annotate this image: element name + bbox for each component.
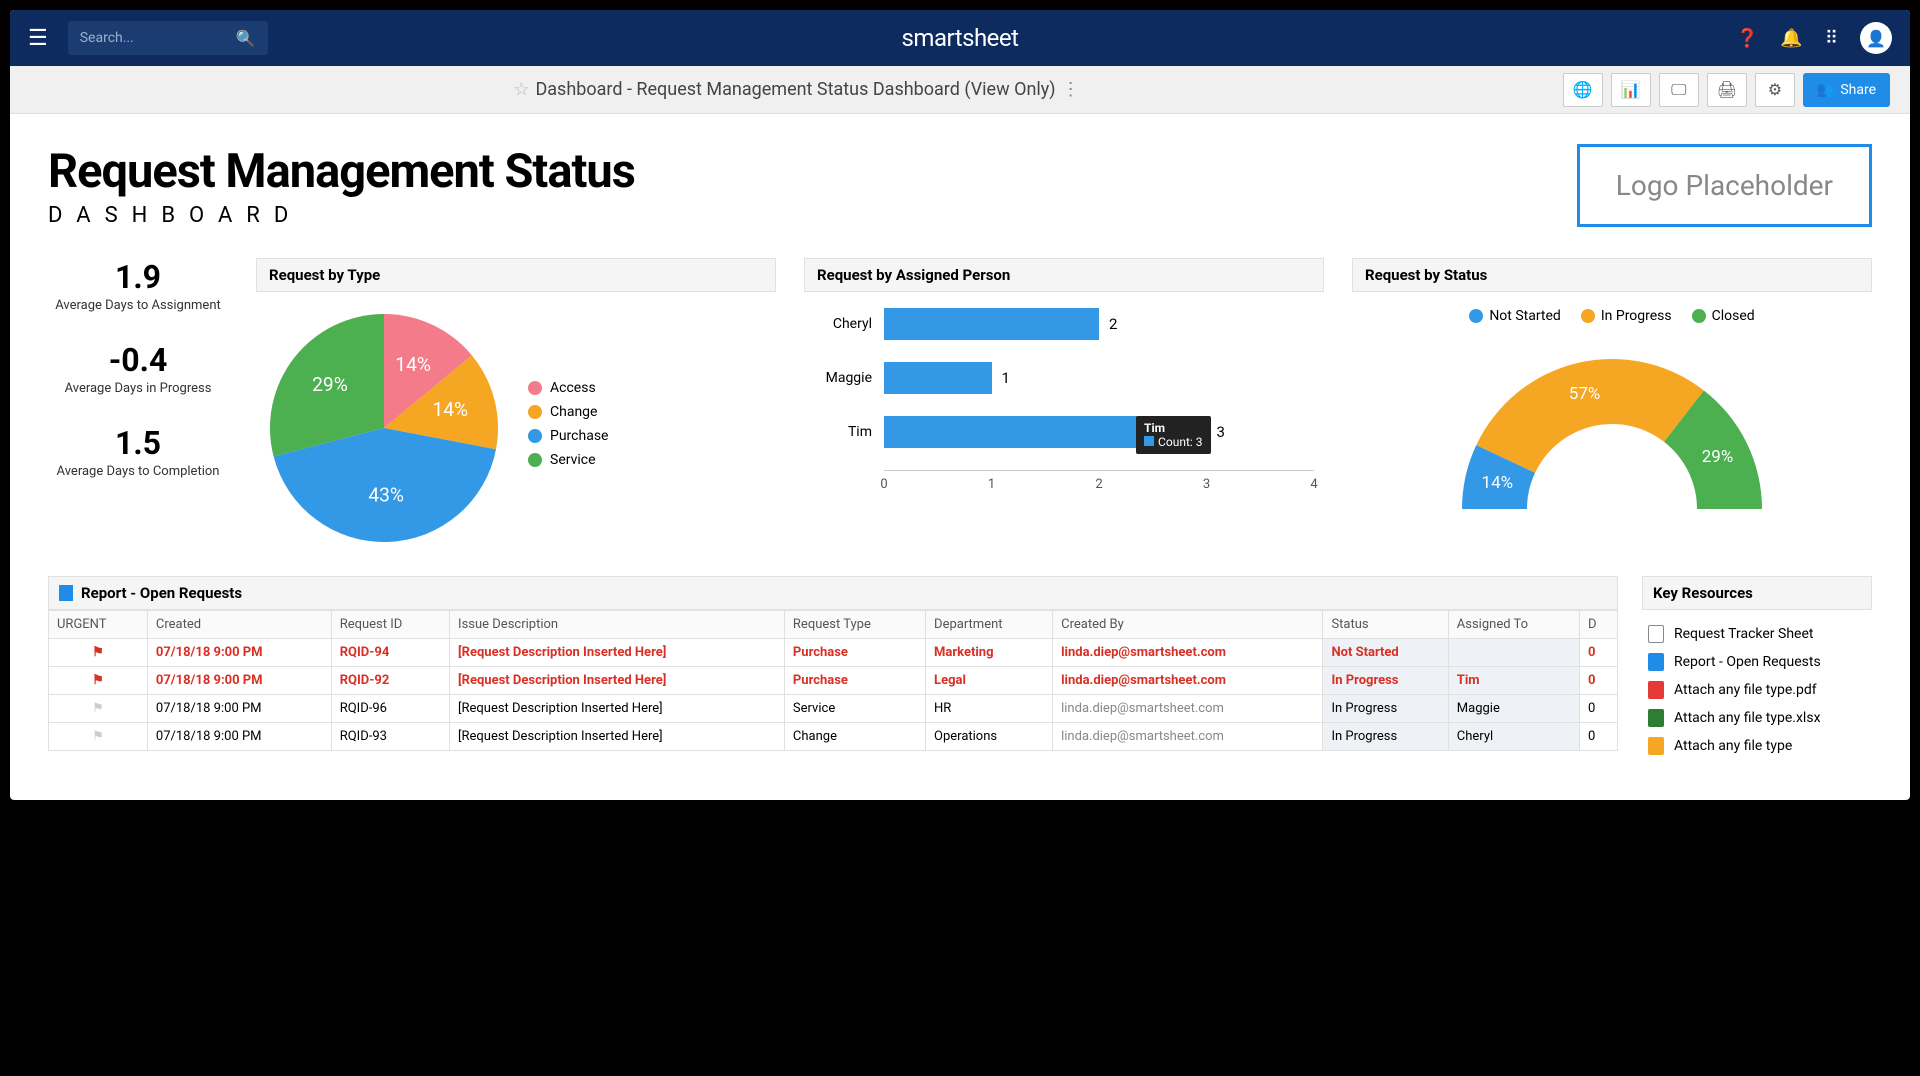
search-input[interactable] [80,30,230,46]
toolbar: ☆ Dashboard - Request Management Status … [10,66,1910,114]
file-icon [1648,681,1664,699]
settings-button[interactable]: ⚙ [1755,73,1795,107]
resource-item[interactable]: Request Tracker Sheet [1648,620,1866,648]
table-header[interactable]: Request ID [331,611,449,639]
more-icon[interactable]: ⋮ [1062,79,1080,100]
resource-item[interactable]: Attach any file type.pdf [1648,676,1866,704]
widget-request-by-status: Request by Status Not Started In Progress… [1352,258,1872,524]
table-header[interactable]: URGENT [49,611,148,639]
table-header[interactable]: D [1580,611,1618,639]
globe-button[interactable]: 🌐 [1563,73,1603,107]
widget-request-by-type: Request by Type 14%14% 43% 29% Access Chang… [256,258,776,548]
flag-icon: ⚑ [49,695,148,723]
table-header[interactable]: Created [147,611,331,639]
brand-logo: smartsheet [902,24,1019,52]
table-header[interactable]: Department [926,611,1053,639]
file-icon [1648,737,1664,755]
search-icon[interactable]: 🔍 [236,29,256,48]
notifications-icon[interactable]: 🔔 [1780,28,1802,49]
file-icon [1648,653,1664,671]
resources-header: Key Resources [1642,576,1872,610]
logo-placeholder: Logo Placeholder [1577,144,1872,227]
metric: 1.5Average Days to Completion [48,424,228,479]
print-button[interactable]: 🖨 [1707,73,1747,107]
activity-button[interactable]: 📊 [1611,73,1651,107]
bar-row: Cheryl 2 [814,308,1314,340]
widget-header: Request by Status [1352,258,1872,292]
table-row[interactable]: ⚑ 07/18/18 9:00 PMRQID-92[Request Descri… [49,667,1618,695]
page-title: Request Management Status DASHBOARD [48,144,635,228]
x-axis: 01234 [884,470,1314,492]
bar-row: Tim TimCount: 33 [814,416,1314,448]
resource-item[interactable]: Report - Open Requests [1648,648,1866,676]
legend-item: Access [528,380,608,396]
donut-chart: 14% 57% 29% [1447,334,1777,524]
table-header[interactable]: Status [1323,611,1448,639]
donut-legend: Not Started In Progress Closed [1469,308,1754,324]
metric: 1.9Average Days to Assignment [48,258,228,313]
pie-legend: Access Change Purchase Service [528,380,608,476]
tooltip: TimCount: 3 [1136,416,1210,454]
table-row[interactable]: ⚑ 07/18/18 9:00 PMRQID-96[Request Descri… [49,695,1618,723]
widget-request-by-person: Request by Assigned Person Cheryl 2 Magg… [804,258,1324,492]
report-icon [59,585,73,601]
table-row[interactable]: ⚑ 07/18/18 9:00 PMRQID-94[Request Descri… [49,639,1618,667]
avatar[interactable]: 👤 [1860,22,1892,54]
svg-text:14%: 14% [395,353,431,376]
table-header[interactable]: Issue Description [450,611,785,639]
share-button[interactable]: 👥 Share [1803,73,1890,107]
svg-text:14%: 14% [432,398,468,421]
file-icon [1648,625,1664,643]
file-icon [1648,709,1664,727]
svg-text:29%: 29% [312,373,348,396]
table-header[interactable]: Assigned To [1448,611,1579,639]
key-resources: Key Resources Request Tracker Sheet Repo… [1642,576,1872,770]
legend-item: Change [528,404,608,420]
star-icon[interactable]: ☆ [513,79,529,100]
widget-header: Request by Type [256,258,776,292]
search-wrap: 🔍 [68,21,268,55]
legend-item: In Progress [1581,308,1672,324]
svg-text:29%: 29% [1702,447,1734,467]
bar-row: Maggie 1 [814,362,1314,394]
resource-item[interactable]: Attach any file type.xlsx [1648,704,1866,732]
legend-item: Not Started [1469,308,1561,324]
present-button[interactable]: 🖵 [1659,73,1699,107]
help-icon[interactable]: ❓ [1736,28,1758,49]
svg-text:43%: 43% [368,483,404,506]
flag-icon: ⚑ [49,639,148,667]
topbar: ☰ 🔍 smartsheet ❓ 🔔 ⠿ 👤 [10,10,1910,66]
widget-header: Request by Assigned Person [804,258,1324,292]
metric: -0.4Average Days in Progress [48,341,228,396]
legend-item: Closed [1692,308,1755,324]
table-row[interactable]: ⚑ 07/18/18 9:00 PMRQID-93[Request Descri… [49,723,1618,751]
svg-text:57%: 57% [1569,384,1601,404]
resource-item[interactable]: Attach any file type [1648,732,1866,760]
menu-icon[interactable]: ☰ [28,26,48,51]
metrics-column: 1.9Average Days to Assignment -0.4Average… [48,258,228,507]
svg-text:14%: 14% [1482,473,1514,493]
flag-icon: ⚑ [49,667,148,695]
report-table: URGENTCreatedRequest IDIssue Description… [48,610,1618,751]
legend-item: Service [528,452,608,468]
table-header[interactable]: Created By [1053,611,1323,639]
bar-chart: Cheryl 2 Maggie 1 Tim TimCount: 33 01234 [804,308,1324,492]
report-open-requests: Report - Open Requests URGENTCreatedRequ… [48,576,1618,770]
toolbar-title: ☆ Dashboard - Request Management Status … [513,79,1079,100]
pie-chart: 14%14% 43% 29% [264,308,504,548]
table-header[interactable]: Request Type [784,611,925,639]
report-header: Report - Open Requests [48,576,1618,610]
legend-item: Purchase [528,428,608,444]
apps-icon[interactable]: ⠿ [1825,28,1838,49]
flag-icon: ⚑ [49,723,148,751]
